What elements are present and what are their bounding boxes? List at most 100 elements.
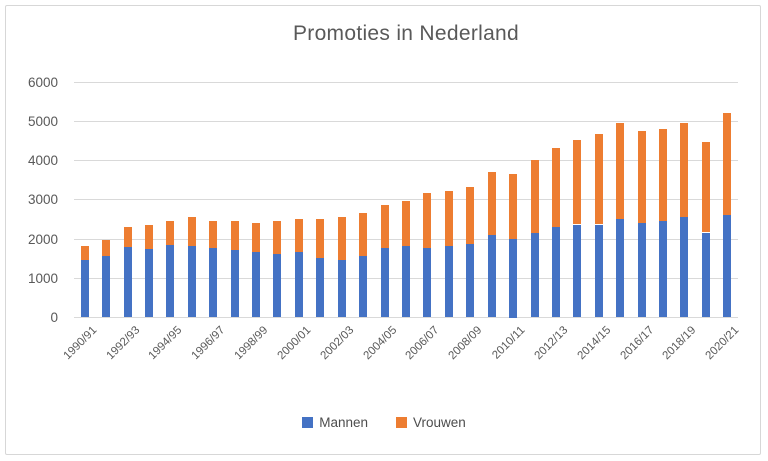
gridline (74, 160, 738, 161)
bar-segment-vrouwen (445, 191, 453, 246)
bar-segment-vrouwen (188, 217, 196, 246)
y-tick-label: 1000 (27, 271, 58, 286)
legend-label-vrouwen: Vrouwen (413, 414, 466, 430)
y-tick-label: 3000 (27, 192, 58, 207)
bar-segment-mannen (445, 246, 453, 317)
bar-segment-vrouwen (102, 240, 110, 256)
bar-segment-mannen (573, 225, 581, 317)
bar-segment-mannen (231, 250, 239, 317)
x-tick-label: 1992/93 (104, 324, 143, 363)
bar-segment-vrouwen (423, 193, 431, 248)
bar-segment-mannen (488, 235, 496, 317)
x-tick-label: 2000/01 (275, 324, 314, 363)
x-tick-label: 1996/97 (189, 324, 228, 363)
gridline (74, 121, 738, 122)
y-tick-label: 6000 (27, 75, 58, 90)
bar-segment-vrouwen (381, 205, 389, 248)
bar-segment-vrouwen (573, 140, 581, 224)
bar-segment-vrouwen (295, 219, 303, 252)
bar-segment-vrouwen (488, 172, 496, 235)
legend: Mannen Vrouwen (0, 410, 768, 434)
bar-segment-mannen (509, 239, 517, 318)
bar-segment-mannen (338, 260, 346, 317)
mannen-swatch-icon (302, 416, 314, 428)
x-tick-label: 2016/17 (618, 324, 657, 363)
bar-segment-vrouwen (659, 129, 667, 221)
x-tick-label: 2010/11 (490, 324, 528, 362)
bar-segment-mannen (252, 252, 260, 317)
bar-segment-mannen (595, 225, 603, 317)
bar-segment-mannen (316, 258, 324, 317)
bar-segment-vrouwen (338, 217, 346, 260)
bar-segment-mannen (638, 223, 646, 317)
bar-segment-vrouwen (595, 134, 603, 224)
bar-segment-vrouwen (231, 221, 239, 250)
bar-segment-vrouwen (616, 123, 624, 219)
bar-segment-mannen (423, 248, 431, 317)
bar-segment-vrouwen (402, 201, 410, 246)
bar-segment-mannen (295, 252, 303, 317)
bar-segment-mannen (402, 246, 410, 317)
x-tick-label: 2018/19 (660, 324, 699, 363)
y-tick-label: 4000 (27, 153, 58, 168)
bar-segment-vrouwen (466, 187, 474, 244)
bar-segment-mannen (273, 254, 281, 317)
bar-segment-vrouwen (316, 219, 324, 258)
bar-segment-vrouwen (273, 221, 281, 254)
x-tick-label: 2014/15 (575, 324, 614, 363)
bar-segment-vrouwen (81, 246, 89, 260)
x-tick-label: 2002/03 (318, 324, 357, 363)
bar-segment-mannen (209, 248, 217, 317)
bar-segment-vrouwen (252, 223, 260, 252)
bar-segment-mannen (659, 221, 667, 317)
vrouwen-swatch-icon (396, 416, 407, 428)
chart-frame: Promoties in Nederland 0 1000 2000 3000 4000… (5, 5, 761, 455)
bar-segment-mannen (102, 256, 110, 317)
bar-segment-vrouwen (509, 174, 517, 239)
x-tick-label: 1994/95 (146, 324, 185, 363)
x-tick-label: 2012/13 (532, 324, 571, 363)
bar-segment-mannen (166, 244, 174, 317)
bar-segment-mannen (359, 256, 367, 317)
bar-segment-mannen (531, 233, 539, 317)
bar-segment-vrouwen (124, 227, 132, 247)
bar-segment-vrouwen (680, 123, 688, 217)
y-tick-label: 0 (50, 310, 58, 325)
bar-segment-mannen (145, 248, 153, 317)
bar-segment-mannen (702, 233, 710, 317)
bar-segment-vrouwen (723, 113, 731, 215)
bar-segment-vrouwen (638, 131, 646, 223)
x-tick-label: 1998/99 (232, 324, 271, 363)
legend-item-mannen: Mannen (302, 415, 368, 430)
legend-item-vrouwen: Vrouwen (396, 415, 466, 430)
gridline (74, 82, 738, 83)
bar-segment-mannen (466, 244, 474, 317)
bar-segment-vrouwen (359, 213, 367, 256)
bar-segment-mannen (81, 260, 89, 317)
gridline (74, 317, 738, 318)
x-tick-label: 1990/91 (61, 324, 100, 363)
x-tick-label: 2004/05 (361, 324, 400, 363)
bar-segment-vrouwen (145, 225, 153, 249)
bar-segment-mannen (616, 219, 624, 317)
y-tick-label: 2000 (27, 232, 58, 247)
bar-segment-mannen (723, 215, 731, 317)
bar-segment-vrouwen (552, 148, 560, 227)
bar-segment-vrouwen (702, 142, 710, 232)
y-tick-label: 5000 (27, 114, 58, 129)
gridline (74, 199, 738, 200)
bar-segment-mannen (381, 248, 389, 317)
x-tick-label: 2020/21 (703, 324, 742, 363)
bar-segment-mannen (124, 246, 132, 317)
bar-segment-mannen (552, 227, 560, 317)
bar-segment-vrouwen (166, 221, 174, 245)
bar-segment-vrouwen (531, 160, 539, 233)
x-tick-label: 2006/07 (403, 324, 442, 363)
chart-title: Promoties in Nederland (292, 22, 520, 45)
bar-segment-mannen (188, 246, 196, 317)
legend-label-mannen: Mannen (319, 414, 368, 430)
x-tick-label: 2008/09 (446, 324, 485, 363)
bar-segment-vrouwen (209, 221, 217, 248)
